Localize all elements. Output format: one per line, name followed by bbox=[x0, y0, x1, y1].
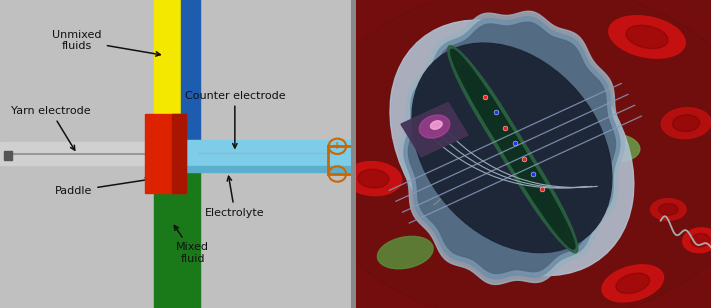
Text: +: + bbox=[333, 141, 341, 151]
Ellipse shape bbox=[471, 82, 555, 217]
Ellipse shape bbox=[249, 0, 711, 308]
Bar bbox=[181, 0, 200, 154]
Ellipse shape bbox=[302, 0, 711, 308]
Bar bbox=[4, 151, 12, 160]
Ellipse shape bbox=[412, 43, 612, 253]
Ellipse shape bbox=[458, 62, 547, 204]
Bar bbox=[171, 114, 186, 192]
Ellipse shape bbox=[616, 273, 650, 294]
Ellipse shape bbox=[683, 228, 711, 253]
Ellipse shape bbox=[448, 46, 538, 188]
Ellipse shape bbox=[609, 16, 685, 58]
Ellipse shape bbox=[461, 66, 545, 200]
Ellipse shape bbox=[378, 236, 433, 269]
Ellipse shape bbox=[491, 115, 575, 249]
Text: −: − bbox=[333, 169, 341, 179]
Ellipse shape bbox=[673, 115, 700, 132]
Ellipse shape bbox=[658, 204, 678, 215]
Polygon shape bbox=[400, 11, 624, 285]
Bar bbox=[181, 166, 351, 172]
Ellipse shape bbox=[602, 265, 663, 302]
Ellipse shape bbox=[626, 25, 668, 49]
Bar bbox=[154, 154, 200, 308]
Ellipse shape bbox=[590, 134, 640, 162]
Text: Unmixed
fluids: Unmixed fluids bbox=[53, 30, 160, 56]
Ellipse shape bbox=[419, 115, 450, 138]
Text: Paddle: Paddle bbox=[55, 178, 150, 196]
Bar bbox=[401, 103, 468, 157]
Text: Counter electrode: Counter electrode bbox=[185, 91, 285, 148]
Ellipse shape bbox=[451, 49, 535, 184]
Ellipse shape bbox=[358, 169, 389, 188]
Ellipse shape bbox=[390, 20, 634, 276]
Bar bbox=[146, 114, 186, 192]
Bar bbox=[154, 0, 181, 154]
Ellipse shape bbox=[468, 78, 558, 220]
Text: Mixed
fluid: Mixed fluid bbox=[174, 225, 209, 264]
Bar bbox=[0, 142, 154, 165]
Ellipse shape bbox=[481, 98, 565, 233]
Ellipse shape bbox=[651, 199, 686, 220]
Ellipse shape bbox=[661, 108, 711, 139]
Bar bbox=[181, 140, 351, 166]
Polygon shape bbox=[404, 17, 620, 279]
Ellipse shape bbox=[478, 95, 568, 237]
Ellipse shape bbox=[488, 111, 578, 253]
Ellipse shape bbox=[430, 121, 442, 129]
Ellipse shape bbox=[345, 162, 402, 196]
Text: Yarn electrode: Yarn electrode bbox=[11, 106, 90, 150]
Text: Electrolyte: Electrolyte bbox=[205, 176, 264, 217]
Polygon shape bbox=[408, 22, 616, 274]
Ellipse shape bbox=[276, 0, 711, 308]
Ellipse shape bbox=[690, 233, 710, 247]
